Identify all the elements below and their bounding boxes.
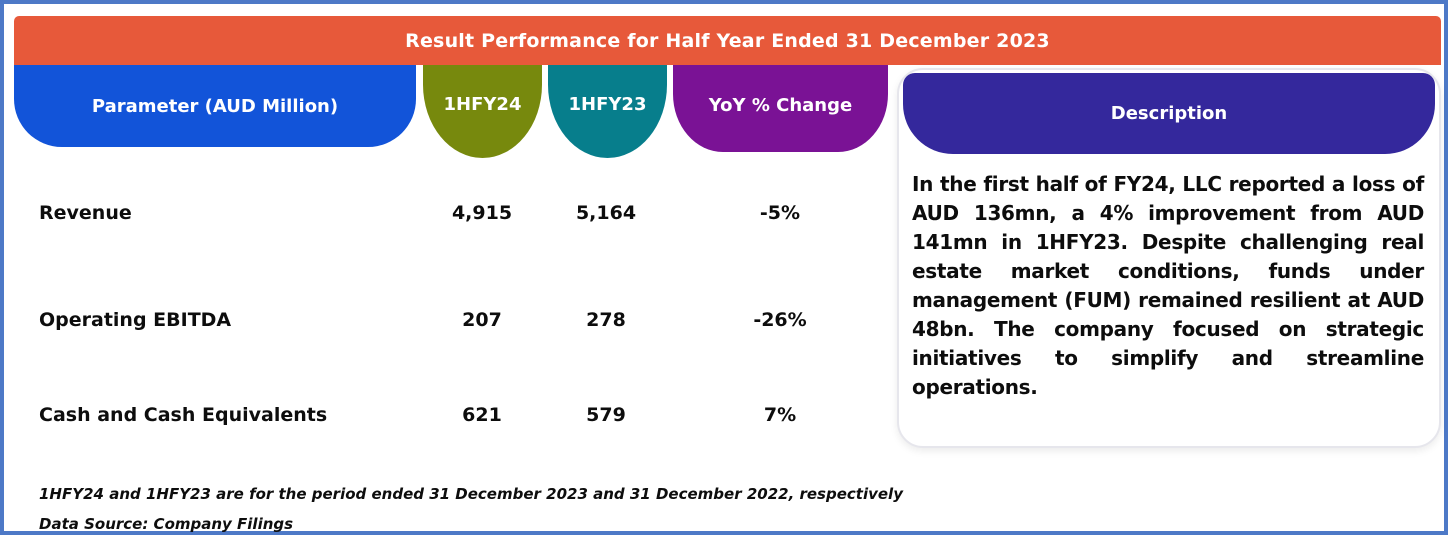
footnote-period: 1HFY24 and 1HFY23 are for the period end…: [39, 485, 903, 503]
table-cell-1hfy23: 278: [586, 309, 626, 331]
column-header-yoy-change-label: YoY % Change: [708, 95, 853, 116]
title-bar: Result Performance for Half Year Ended 3…: [14, 16, 1441, 65]
column-header-1hfy23: 1HFY23: [548, 65, 667, 158]
table-cell-1hfy24: 4,915: [451, 202, 513, 224]
page-title: Result Performance for Half Year Ended 3…: [405, 29, 1050, 52]
table-cell-1hfy24: 207: [462, 309, 502, 331]
table-row-label: Operating EBITDA: [39, 309, 232, 331]
table-cell-yoy: 7%: [763, 404, 797, 426]
table-row-label: Cash and Cash Equivalents: [39, 404, 328, 426]
column-header-description-label: Description: [1110, 103, 1228, 124]
table-cell-yoy: -5%: [759, 202, 801, 224]
footnote-data-source: Data Source: Company Filings: [39, 515, 294, 533]
column-header-description: Description: [903, 73, 1435, 154]
column-header-1hfy23-label: 1HFY23: [568, 94, 647, 115]
description-text: In the first half of FY24, LLC reported …: [912, 172, 1424, 399]
column-header-parameter: Parameter (AUD Million): [14, 65, 416, 147]
table-cell-yoy: -26%: [753, 309, 807, 331]
table-cell-1hfy23: 579: [586, 404, 626, 426]
column-header-1hfy24-label: 1HFY24: [443, 94, 522, 115]
table-cell-1hfy23: 5,164: [575, 202, 637, 224]
column-header-parameter-label: Parameter (AUD Million): [91, 95, 339, 117]
table-cell-1hfy24: 621: [462, 404, 502, 426]
description-card: Description In the first half of FY24, L…: [897, 68, 1441, 448]
table-row-label: Revenue: [39, 202, 132, 224]
column-header-yoy-change: YoY % Change: [673, 65, 888, 152]
column-header-1hfy24: 1HFY24: [423, 65, 542, 158]
